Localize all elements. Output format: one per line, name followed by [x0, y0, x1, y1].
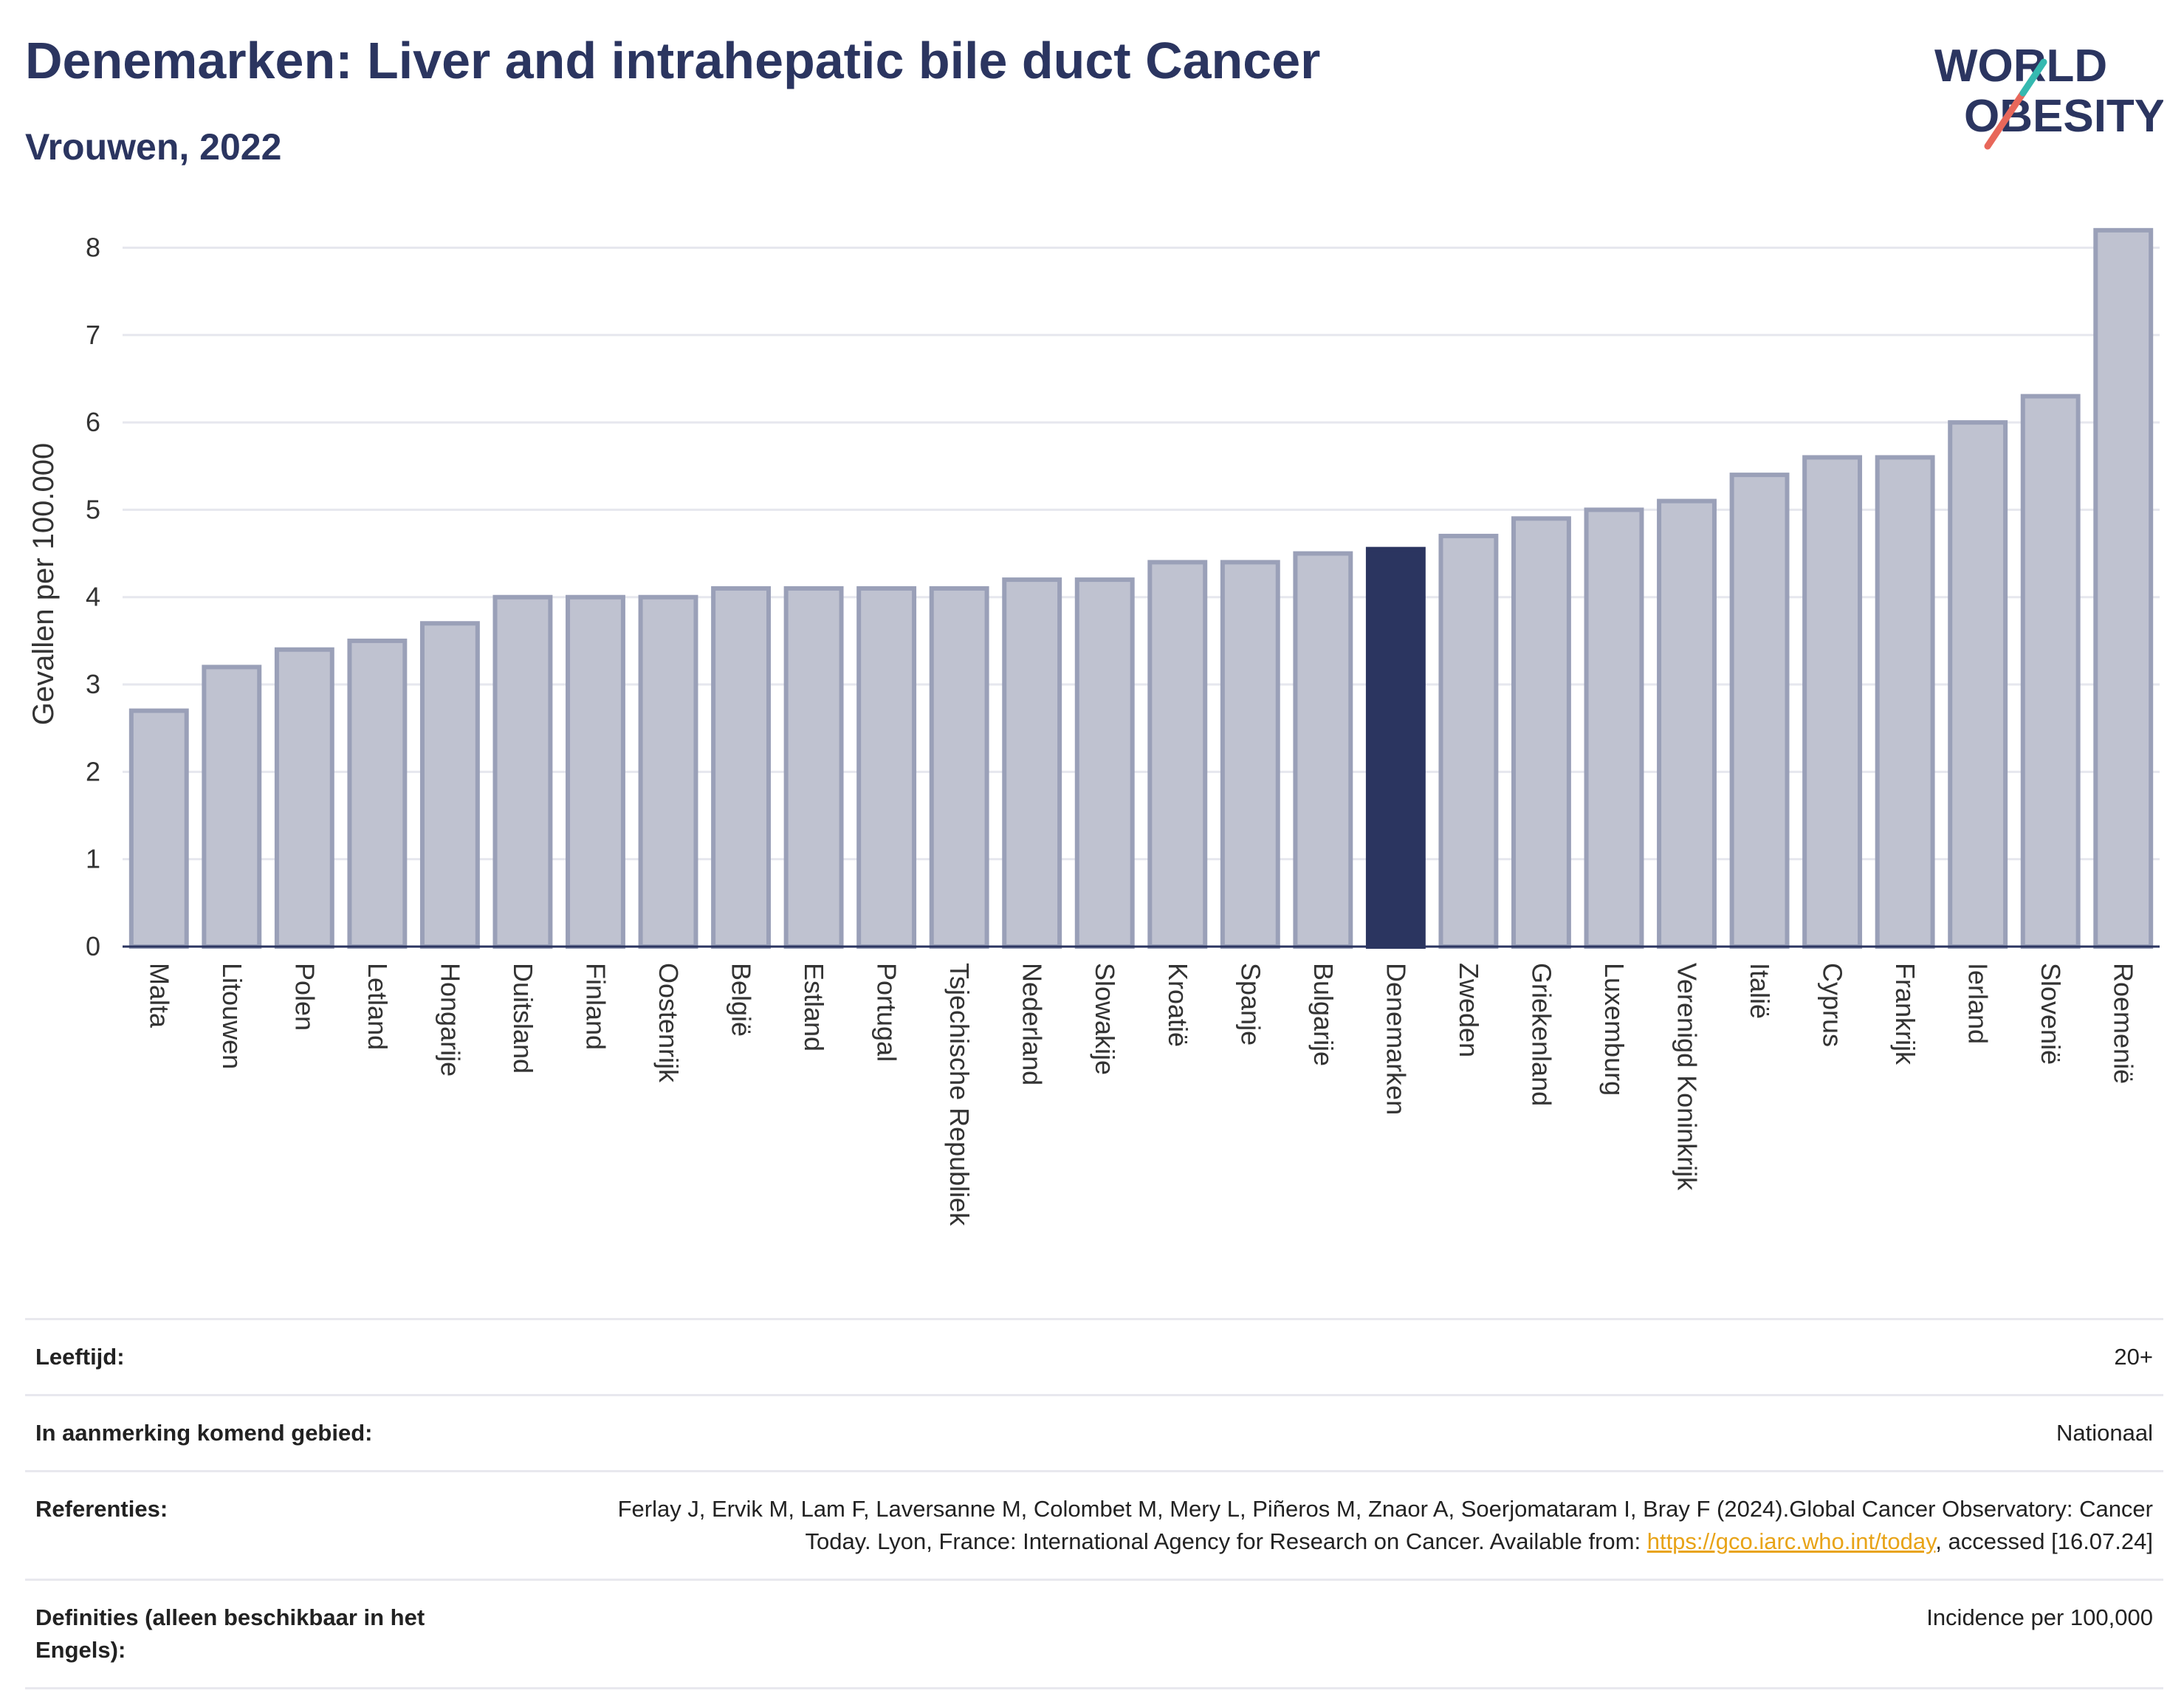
bar	[202, 665, 262, 949]
x-tick-label: Slovenië	[2036, 963, 2066, 1065]
x-tick-label: Hongarije	[435, 963, 465, 1077]
bar	[347, 638, 408, 949]
x-tick-label: Malta	[144, 963, 174, 1029]
bar	[1002, 577, 1062, 949]
bar	[274, 647, 334, 949]
bar	[492, 594, 553, 950]
y-tick-label: 5	[86, 494, 100, 524]
page-subtitle: Vrouwen, 2022	[25, 126, 282, 168]
y-tick-label: 3	[86, 669, 100, 699]
x-tick-label: Estland	[799, 963, 829, 1051]
y-tick-label: 4	[86, 582, 100, 612]
bar	[1147, 560, 1208, 949]
references-value: Ferlay J, Ervik M, Lam F, Laversanne M, …	[602, 1493, 2153, 1558]
x-tick-label: Frankrijk	[1890, 963, 1920, 1065]
bar	[1584, 507, 1644, 950]
age-label: Leeftijd:	[35, 1344, 125, 1370]
bar	[128, 708, 189, 949]
bar	[2020, 394, 2081, 949]
x-tick-label: Ierland	[1963, 963, 1994, 1044]
x-tick-label: Spanje	[1235, 963, 1266, 1046]
x-tick-label: Denemarken	[1381, 963, 1411, 1115]
y-tick-label: 7	[86, 320, 100, 350]
x-tick-label: Cyprus	[1818, 963, 1848, 1047]
x-tick-label: Verenigd Koninkrijk	[1672, 963, 1703, 1191]
x-tick-label: Kroatië	[1163, 963, 1193, 1047]
bar	[711, 586, 771, 949]
bar	[1220, 560, 1280, 949]
bar	[566, 594, 625, 950]
x-tick-label: Oostenrijk	[653, 963, 684, 1083]
bar	[1365, 546, 1426, 950]
y-axis-label: Gevallen per 100.000	[27, 443, 60, 726]
bar	[1074, 577, 1135, 949]
area-label: In aanmerking komend gebied:	[35, 1420, 373, 1446]
bar	[1802, 455, 1863, 949]
bar	[1729, 473, 1790, 949]
references-link[interactable]: https://gco.iarc.who.int/today	[1646, 1528, 1936, 1554]
x-tick-label: Duitsland	[508, 963, 538, 1074]
bar	[856, 586, 917, 949]
logo-slash-red	[1984, 89, 2027, 150]
bar	[638, 594, 698, 950]
x-tick-label: Tsjechische Republiek	[944, 963, 975, 1226]
x-tick-label: Bulgarije	[1308, 963, 1339, 1066]
world-obesity-logo: WORLD OBESITY	[1920, 35, 2165, 161]
bar	[929, 586, 989, 949]
info-table: Leeftijd: 20+ In aanmerking komend gebie…	[25, 1318, 2163, 1689]
x-tick-label: Nederland	[1017, 963, 1048, 1085]
x-tick-label: België	[727, 963, 757, 1037]
logo-line1: WORLD	[1934, 41, 2107, 92]
definitions-label: Definities (alleen beschikbaar in het En…	[35, 1604, 425, 1663]
bar	[1511, 516, 1571, 949]
bar	[1438, 533, 1499, 949]
x-tick-label: Finland	[580, 963, 611, 1050]
bar	[1948, 420, 2008, 949]
bar	[1875, 455, 1935, 949]
x-tick-label: Slowakije	[1090, 963, 1120, 1075]
y-tick-label: 1	[86, 844, 100, 874]
x-tick-label: Roemenië	[2109, 963, 2139, 1084]
bar-chart: 0 1 2 3 4 5 6 7 8 Gevallen per 100.000 Malta Litouw…	[27, 227, 2160, 1226]
info-row-definitions: Definities (alleen beschikbaar in het En…	[25, 1579, 2163, 1689]
x-tick-label: Letland	[363, 963, 393, 1050]
x-tick-label: Luxemburg	[1599, 963, 1630, 1096]
references-label: Referenties:	[35, 1496, 168, 1522]
info-row-area: In aanmerking komend gebied: Nationaal	[25, 1394, 2163, 1470]
references-accessed: , accessed [16.07.24]	[1935, 1528, 2153, 1554]
page-title: Denemarken: Liver and intrahepatic bile …	[25, 32, 1321, 89]
x-tick-label: Italië	[1745, 963, 1775, 1019]
y-tick-label: 8	[86, 232, 100, 262]
x-tick-label: Zweden	[1454, 963, 1484, 1057]
y-tick-label: 0	[86, 931, 100, 961]
x-tick-label: Griekenland	[1526, 963, 1556, 1106]
bar	[1657, 498, 1717, 949]
references-text: Ferlay J, Ervik M, Lam F, Laversanne M, …	[617, 1496, 2153, 1554]
area-value: Nationaal	[2056, 1420, 2153, 1446]
bar	[419, 621, 480, 949]
bar	[783, 586, 844, 949]
bar	[2093, 227, 2154, 950]
x-tick-label: Portugal	[872, 963, 902, 1062]
y-tick-label: 6	[86, 407, 100, 437]
bar	[1293, 551, 1353, 950]
definitions-value: Incidence per 100,000	[1926, 1604, 2153, 1630]
info-row-references: Referenties: Ferlay J, Ervik M, Lam F, L…	[25, 1470, 2163, 1579]
info-row-age: Leeftijd: 20+	[25, 1318, 2163, 1394]
x-tick-label: Polen	[289, 963, 320, 1031]
age-value: 20+	[2114, 1344, 2153, 1370]
logo-slash-teal	[2019, 58, 2047, 97]
x-tick-label: Litouwen	[217, 963, 247, 1069]
y-tick-label: 2	[86, 756, 100, 786]
